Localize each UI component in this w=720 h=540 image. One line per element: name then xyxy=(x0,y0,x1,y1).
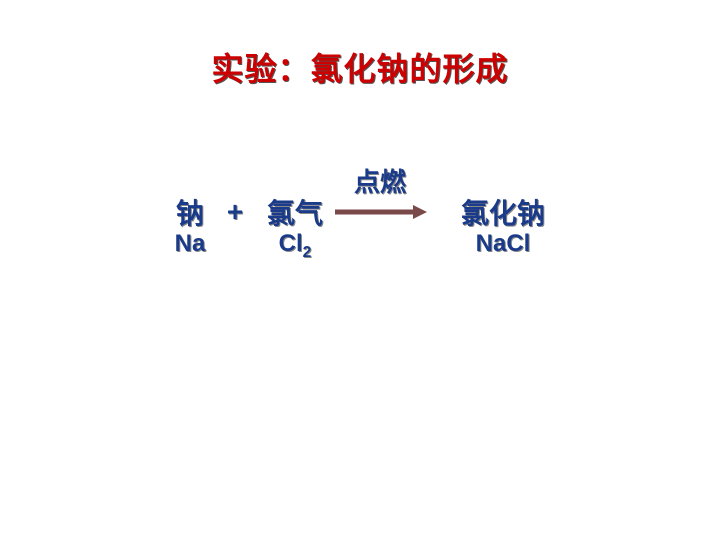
slide-title: 实验：氯化钠的形成 xyxy=(0,44,720,90)
plus-sign: + xyxy=(210,196,260,228)
reactant2-formula: Cl2 xyxy=(260,230,330,262)
spacer xyxy=(330,230,430,262)
reactant1-cn: 钠 xyxy=(170,192,210,232)
reactant1-formula: Na xyxy=(170,230,210,262)
reaction-condition: 点燃 xyxy=(330,162,430,199)
arrow-block: 点燃 xyxy=(330,192,430,232)
reactant2-cn: 氯气 xyxy=(260,192,330,232)
equation-chinese-row: 钠 + 氯气 点燃 氯化钠 xyxy=(170,192,558,232)
reactant2-subscript: 2 xyxy=(303,244,312,261)
product-cn: 氯化钠 xyxy=(448,192,558,232)
reaction-arrow-icon xyxy=(335,202,430,222)
spacer xyxy=(210,230,260,262)
reactant2-base: Cl xyxy=(279,230,303,257)
equation-formula-row: Na Cl2 NaCl xyxy=(170,230,558,262)
product-formula: NaCl xyxy=(448,230,558,262)
